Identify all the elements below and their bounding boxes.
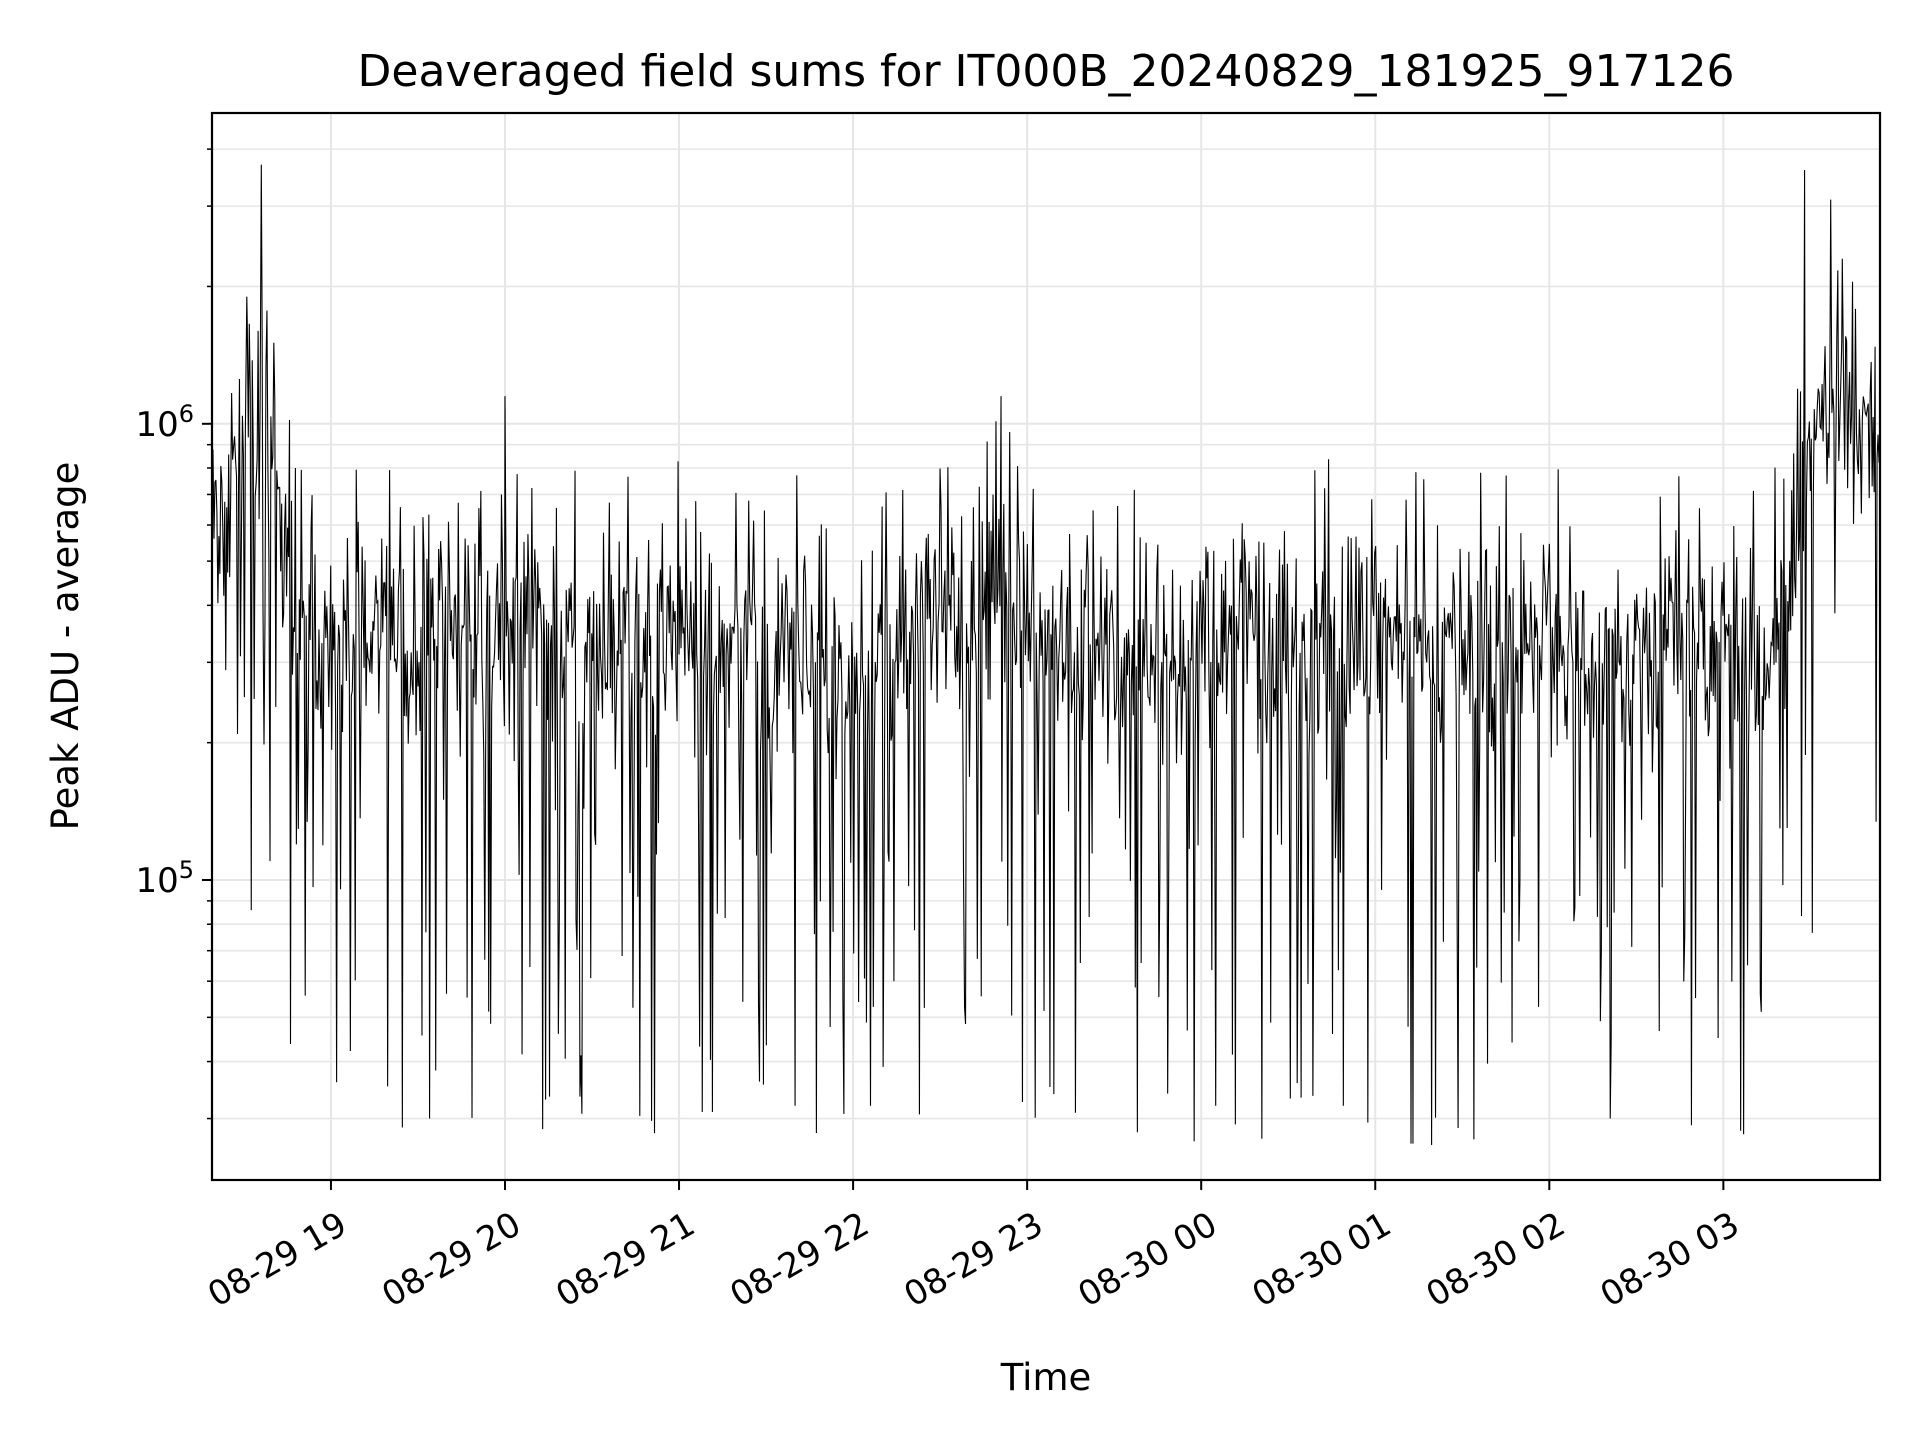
x-tick-label: 08-29 22 [723, 1204, 875, 1315]
x-axis: 08-29 19 08-29 20 08-29 21 08-29 22 08-29 23… [201, 1180, 1746, 1315]
y-tick-label: 106 [135, 400, 194, 445]
y-axis: 105 106 [135, 148, 212, 1120]
y-axis-title: Peak ADU - average [44, 462, 87, 831]
x-axis-title: Time [1000, 1356, 1092, 1399]
chart-title: Deaveraged field sums for IT000B_2024082… [358, 46, 1735, 97]
x-tick-label: 08-30 00 [1072, 1204, 1224, 1315]
plot-frame [210, 111, 1882, 1182]
series-line-group [211, 164, 1881, 1146]
y-tick-label: 105 [135, 856, 194, 901]
x-tick-label: 08-30 02 [1420, 1204, 1572, 1315]
x-tick-label: 08-30 01 [1246, 1204, 1398, 1315]
x-tick-label: 08-30 03 [1594, 1204, 1746, 1315]
x-tick-label: 08-29 21 [549, 1204, 701, 1315]
x-tick-label: 08-29 20 [375, 1204, 527, 1315]
series-line [211, 164, 1881, 1146]
x-tick-label: 08-29 19 [201, 1204, 353, 1315]
x-tick-label: 08-29 23 [897, 1204, 1049, 1315]
